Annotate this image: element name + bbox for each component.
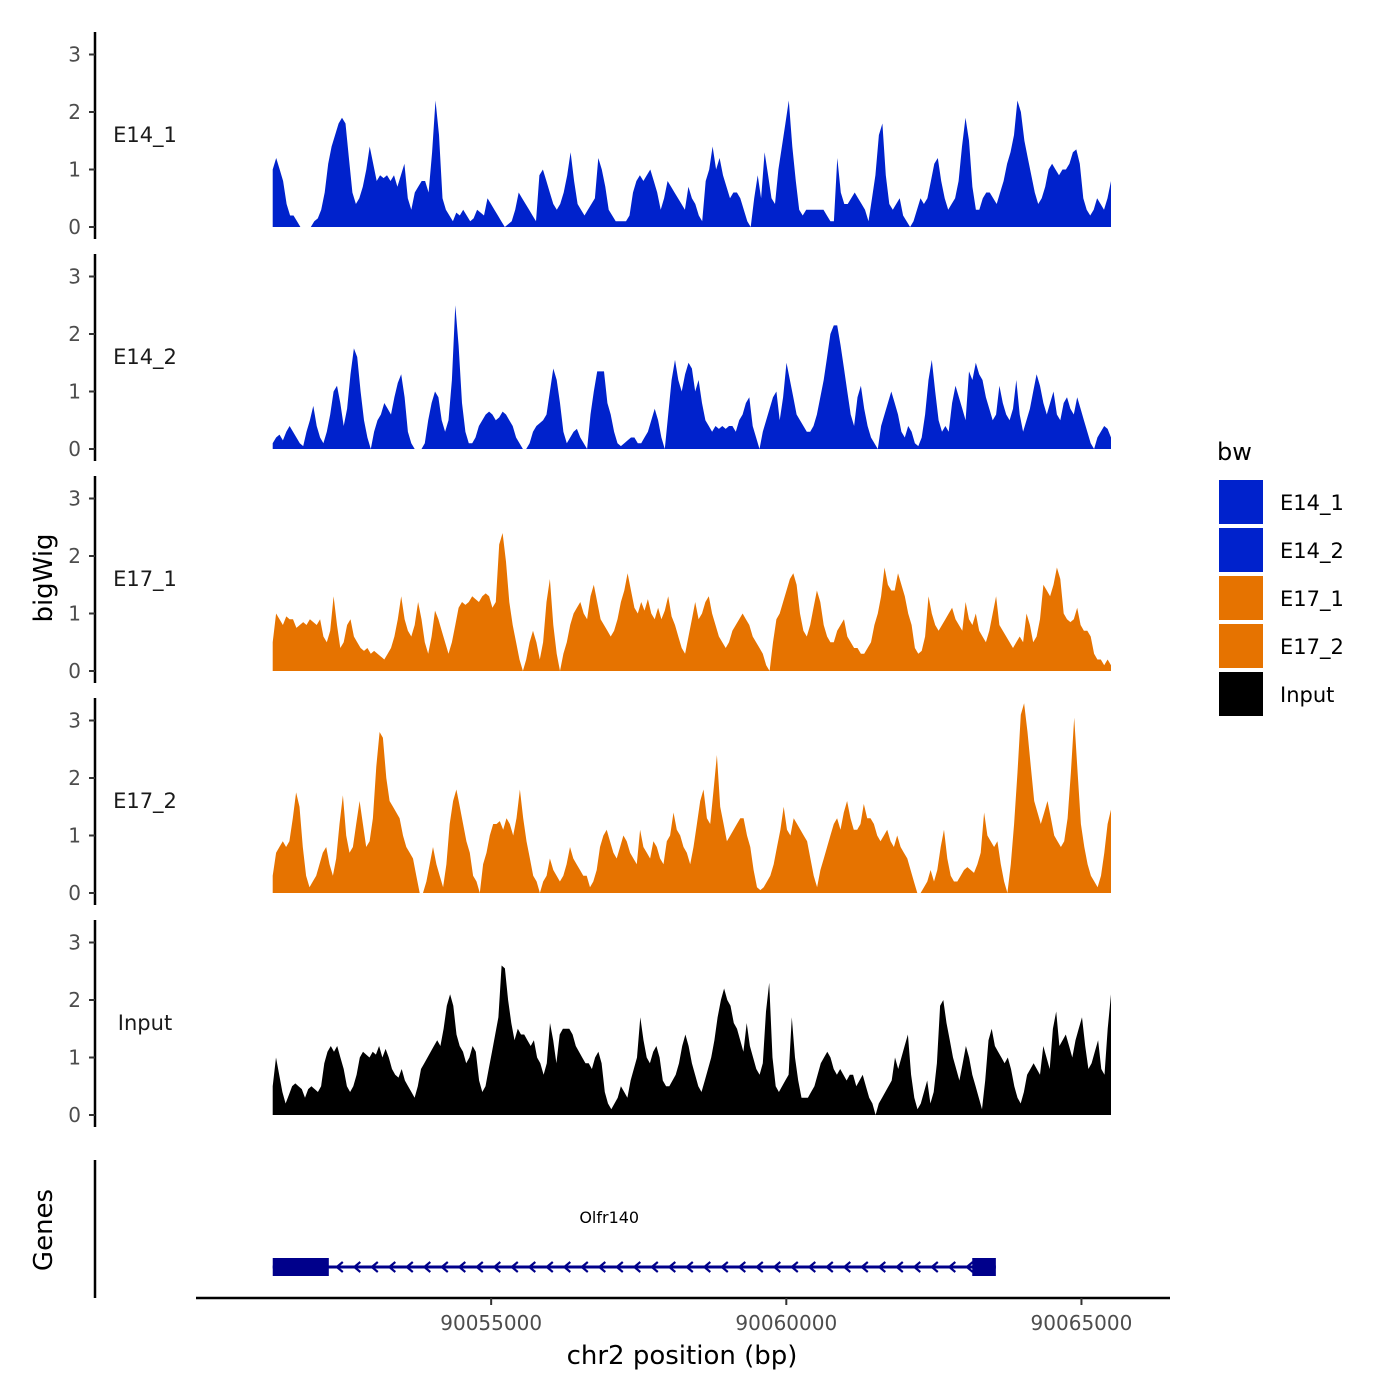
- x-tick-label: 90055000: [440, 1311, 542, 1335]
- legend-label: E14_1: [1280, 491, 1344, 516]
- strand-arrow: [895, 1261, 904, 1273]
- strand-arrow: [842, 1261, 852, 1273]
- legend: bw E14_1 E14_2 E17_1 E17_2 Input: [1217, 438, 1344, 716]
- legend-key: [1219, 672, 1263, 716]
- strand-arrow: [667, 1261, 677, 1273]
- legend-key: [1219, 528, 1263, 572]
- strand-arrow: [632, 1261, 642, 1273]
- strand-arrow: [965, 1261, 974, 1273]
- strand-arrow: [422, 1261, 432, 1273]
- strand-arrow: [510, 1261, 519, 1273]
- y-tick-label: 3: [68, 709, 81, 733]
- y-tick-label: 2: [68, 766, 81, 790]
- strand-arrow: [877, 1261, 887, 1273]
- legend-title: bw: [1217, 438, 1252, 466]
- legend-label: Input: [1280, 683, 1334, 707]
- y-tick-label: 3: [68, 43, 81, 67]
- x-tick-label: 90065000: [1031, 1311, 1133, 1335]
- strand-arrow: [440, 1261, 449, 1273]
- strand-arrow: [860, 1261, 869, 1273]
- y-tick-label: 1: [68, 602, 81, 626]
- strand-arrow: [492, 1261, 502, 1273]
- strand-arrow: [387, 1261, 397, 1273]
- gene-exon: [272, 1258, 329, 1276]
- track-e17-1: 0 1 2 3 E17_1: [68, 476, 1111, 683]
- strand-arrow: [772, 1261, 782, 1273]
- y-axis-title: bigWig: [29, 533, 59, 622]
- strand-arrow: [335, 1261, 344, 1273]
- y-tick-label: 1: [68, 824, 81, 848]
- strand-arrow: [545, 1261, 554, 1273]
- track-label: E14_1: [113, 123, 177, 148]
- strand-arrow: [457, 1261, 467, 1273]
- strand-arrow: [685, 1261, 694, 1273]
- strand-arrow: [597, 1261, 607, 1273]
- gene-panel-title: Genes: [29, 1189, 59, 1271]
- strand-arrow: [947, 1261, 957, 1273]
- coverage-area: [272, 305, 1111, 449]
- coverage-area: [272, 100, 1111, 227]
- y-tick-label: 3: [68, 931, 81, 955]
- track-label: E17_1: [113, 567, 177, 592]
- track-label: Input: [118, 1011, 172, 1035]
- strand-arrow: [562, 1261, 572, 1273]
- strand-arrow: [755, 1261, 764, 1273]
- gene-exon: [972, 1258, 996, 1276]
- coverage-area: [272, 533, 1111, 671]
- strand-arrow: [912, 1261, 922, 1273]
- y-tick-label: 2: [68, 322, 81, 346]
- y-tick-label: 0: [68, 1103, 81, 1127]
- y-tick-label: 0: [68, 659, 81, 683]
- coverage-area: [272, 703, 1111, 893]
- legend-label: E17_1: [1280, 587, 1344, 612]
- y-tick-label: 3: [68, 487, 81, 511]
- strand-arrow: [370, 1261, 379, 1273]
- strand-arrow: [352, 1261, 362, 1273]
- legend-key: [1219, 576, 1263, 620]
- strand-arrow: [580, 1261, 589, 1273]
- track-panels: 0 1 2 3 E14_1 0 1 2 3 E14_2 0 1 2 3 E17_1 0 1 2 3 E17_2 0 1 2 3…: [68, 32, 1111, 1127]
- x-axis-title: chr2 position (bp): [567, 1341, 798, 1371]
- track-input: 0 1 2 3 Input: [68, 920, 1111, 1127]
- track-label: E14_2: [113, 345, 177, 370]
- y-tick-label: 0: [68, 215, 81, 239]
- track-label: E17_2: [113, 789, 177, 814]
- strand-arrow: [790, 1261, 799, 1273]
- strand-arrow: [807, 1261, 817, 1273]
- legend-label: E14_2: [1280, 539, 1344, 564]
- gene-label: Olfr140: [579, 1208, 639, 1227]
- track-e14-1: 0 1 2 3 E14_1: [68, 32, 1111, 239]
- y-tick-label: 0: [68, 437, 81, 461]
- y-tick-label: 1: [68, 380, 81, 404]
- y-tick-label: 1: [68, 158, 81, 182]
- y-tick-label: 0: [68, 881, 81, 905]
- y-tick-label: 1: [68, 1046, 81, 1070]
- strand-arrow: [737, 1261, 747, 1273]
- gene-panel: Olfr140: [93, 1160, 996, 1298]
- strand-arrow: [405, 1261, 414, 1273]
- strand-arrow: [720, 1261, 729, 1273]
- track-e17-2: 0 1 2 3 E17_2: [68, 698, 1111, 905]
- y-tick-label: 2: [68, 100, 81, 124]
- legend-label: E17_2: [1280, 635, 1344, 660]
- legend-key: [1219, 480, 1263, 524]
- strand-arrow: [825, 1261, 834, 1273]
- strand-arrow: [650, 1261, 659, 1273]
- track-e14-2: 0 1 2 3 E14_2: [68, 254, 1111, 461]
- y-tick-label: 2: [68, 988, 81, 1012]
- strand-arrow: [930, 1261, 939, 1273]
- strand-arrow: [615, 1261, 624, 1273]
- strand-arrow: [527, 1261, 537, 1273]
- legend-key: [1219, 624, 1263, 668]
- coverage-area: [272, 965, 1111, 1115]
- strand-arrow: [475, 1261, 484, 1273]
- strand-arrow: [702, 1261, 712, 1273]
- x-tick-label: 90060000: [735, 1311, 837, 1335]
- y-tick-label: 2: [68, 544, 81, 568]
- y-tick-label: 3: [68, 265, 81, 289]
- x-axis: 90055000 90060000 90065000: [196, 1296, 1170, 1335]
